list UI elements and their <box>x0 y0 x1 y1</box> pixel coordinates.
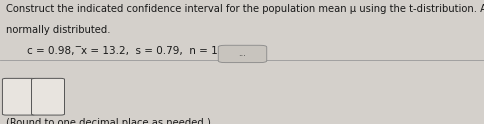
Text: Construct the indicated confidence interval for the population mean μ using the : Construct the indicated confidence inter… <box>6 4 484 14</box>
FancyBboxPatch shape <box>2 78 35 115</box>
Text: c = 0.98,  ̅x = 13.2,  s = 0.79,  n = 13: c = 0.98, ̅x = 13.2, s = 0.79, n = 13 <box>27 46 224 56</box>
FancyBboxPatch shape <box>218 45 266 63</box>
FancyBboxPatch shape <box>31 78 64 115</box>
Text: (Round to one decimal place as needed.): (Round to one decimal place as needed.) <box>6 118 211 124</box>
Text: normally distributed.: normally distributed. <box>6 25 110 35</box>
Text: ...: ... <box>238 49 246 58</box>
